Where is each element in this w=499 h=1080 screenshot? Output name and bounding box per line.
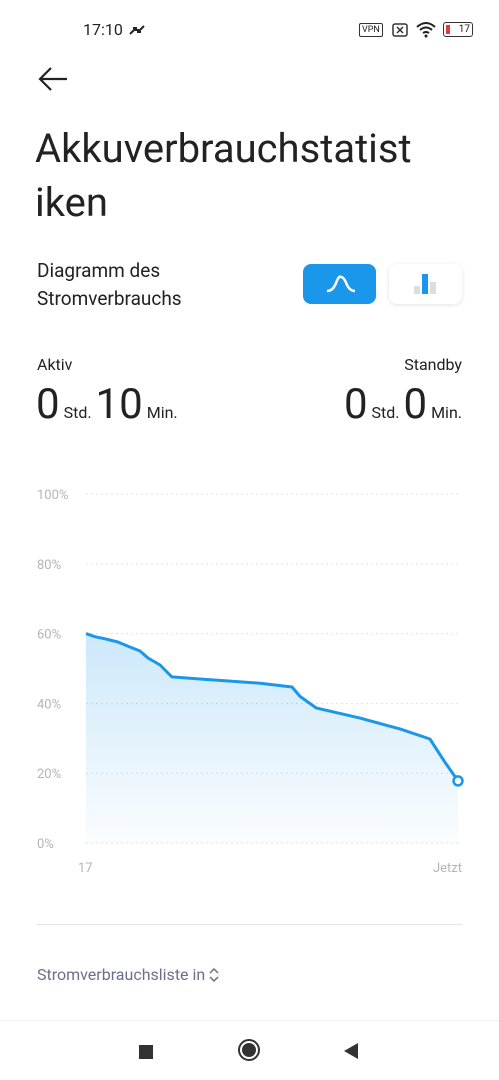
active-minutes: 10 [95,380,143,429]
standby-time: 0 Std. 0 Min. [344,380,462,429]
home-button[interactable] [238,1039,260,1061]
line [85,632,460,782]
nav-icons [139,1039,358,1061]
hours-unit: Std. [63,403,92,422]
toggle-icon [414,274,436,294]
status-time: 17:10 [83,20,123,39]
y-tick-label: 100% [37,488,68,503]
end-point [452,775,464,787]
minutes-unit: Min. [146,403,178,422]
line-chart-toggle[interactable] [303,264,376,304]
chevron [209,967,219,983]
standby-minutes: 0 [403,380,428,429]
title-line: iken [35,179,108,226]
area [86,633,458,843]
battery: 17 [443,22,473,37]
wifi-icon [416,22,436,38]
minutes-unit: Min. [431,403,462,422]
home-dot [242,1043,256,1057]
toggle-icon [326,275,356,293]
diagram-label: Diagramm des Stromverbrauchs [37,259,182,310]
status-icon [392,23,408,37]
standby-hours: 0 [343,380,368,429]
bar-chart-toggle[interactable] [389,264,462,304]
battery-level [446,25,450,34]
title-line: Akkuverbrauchstatist [35,125,412,172]
list-toggle[interactable]: Stromverbrauchsliste in [37,965,219,984]
back-button[interactable] [38,66,70,92]
recents-button[interactable] [139,1045,153,1059]
nav-bar [0,1020,499,1080]
battery-text: 17 [458,24,470,35]
y-tick-label: 20% [37,767,61,782]
x-tick-label: Jetzt [433,861,462,876]
y-tick-label: 60% [37,628,61,643]
status-icon [129,25,145,35]
y-tick-label: 80% [37,558,61,573]
active-hours: 0 [36,380,60,429]
back-nav-button[interactable] [344,1043,358,1059]
y-tick-label: 40% [37,697,61,712]
active-time: 0 Std. 10 Min. [36,380,178,429]
chart: 0% 20% 40% 60% 80% 100% 17 Jetzt [37,488,464,876]
x-tick-label: 17 [78,861,93,876]
active-label: Aktiv [37,355,73,374]
y-tick-label: 0% [37,837,54,852]
page-title: Akkuverbrauchstatist iken [35,122,412,230]
standby-label: Standby [404,355,462,374]
divider [37,924,462,925]
hours-unit: Std. [371,403,400,422]
list-label: Stromverbrauchsliste in [37,965,206,984]
status-vpn: VPN [359,23,383,37]
